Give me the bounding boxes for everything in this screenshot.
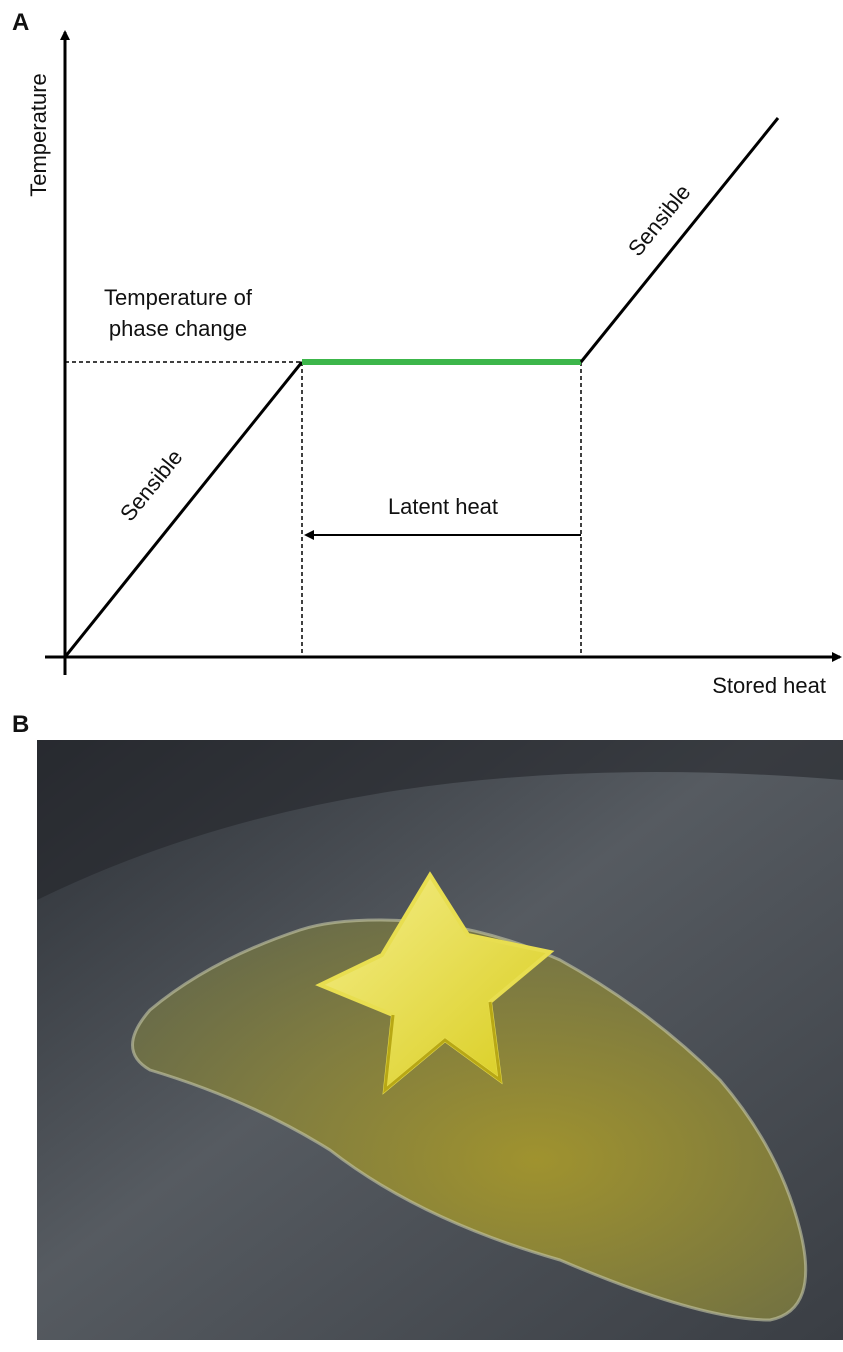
- panel-label: B: [12, 711, 29, 738]
- page: A Temperature Stored heat Temperature of…: [0, 0, 843, 1347]
- phase-change-label: phase change: [109, 316, 247, 341]
- photo: [37, 740, 843, 1340]
- phase-change-label: Temperature of: [104, 285, 253, 310]
- figure: A Temperature Stored heat Temperature of…: [0, 0, 843, 1347]
- sensible-label: Sensible: [623, 180, 696, 261]
- x-axis-label: Stored heat: [712, 673, 826, 698]
- sensible-label: Sensible: [115, 445, 188, 526]
- y-axis-label: Temperature: [26, 73, 51, 197]
- sensible-line: [65, 362, 302, 657]
- panel-label: A: [12, 9, 29, 36]
- sensible-line: [581, 118, 778, 362]
- latent-heat-label: Latent heat: [388, 494, 498, 519]
